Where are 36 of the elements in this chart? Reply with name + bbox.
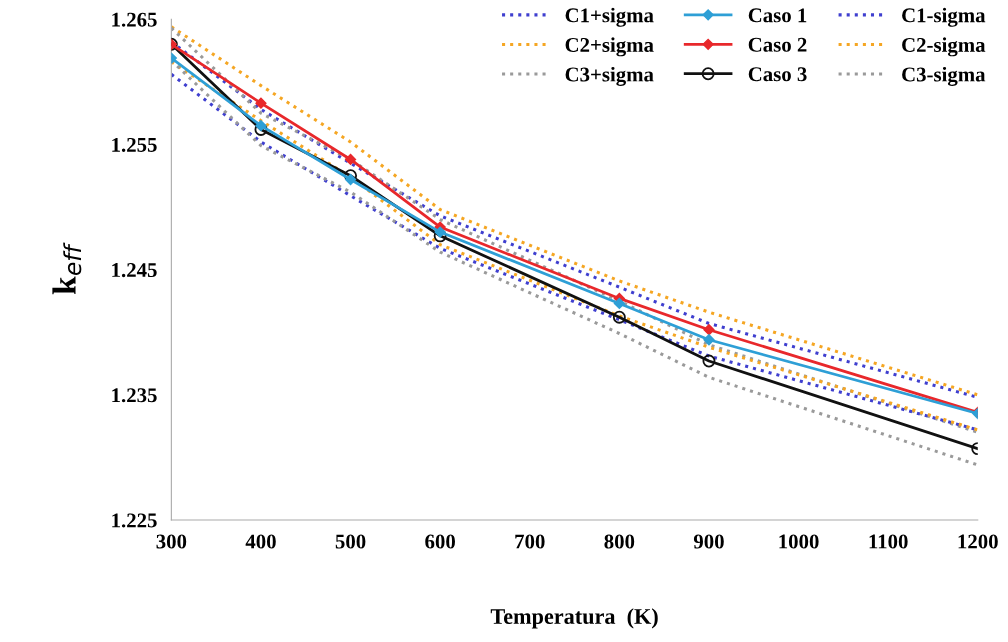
y-tick-label: 1.225 xyxy=(112,513,157,528)
x-tick-label: 1100 xyxy=(869,534,908,549)
point xyxy=(613,297,625,310)
x-tick-label: 1200 xyxy=(958,534,998,549)
x-tick-label: 400 xyxy=(245,534,276,549)
legend-label: Caso 2 xyxy=(748,37,807,52)
x-tick-label: 900 xyxy=(693,534,724,549)
x-axis-title: Temperatura (K) xyxy=(490,608,658,629)
point xyxy=(612,310,626,324)
point xyxy=(703,324,715,336)
y-tick-label: 1.235 xyxy=(112,388,157,403)
legend-label: C3+sigma xyxy=(565,66,654,86)
y-axis-title: k$_{eff}$ xyxy=(52,242,82,295)
point xyxy=(434,226,446,238)
legend-label: C1-sigma xyxy=(902,7,986,27)
y-tick-label: 1.255 xyxy=(112,137,157,152)
legend-label: Caso 3 xyxy=(748,67,807,82)
legend-label: C2+sigma xyxy=(565,37,654,57)
point xyxy=(344,153,357,166)
y-tick-label: 1.265 xyxy=(112,12,157,27)
point xyxy=(703,334,715,346)
point xyxy=(344,173,357,186)
x-tick-label: 600 xyxy=(425,534,455,549)
point xyxy=(702,354,716,368)
legend-label: Caso 1 xyxy=(748,8,807,23)
legend-label: C1+sigma xyxy=(565,7,654,27)
legend-label: C2-sigma xyxy=(902,37,986,57)
point xyxy=(255,97,267,109)
x-tick-label: 300 xyxy=(156,534,187,549)
point xyxy=(255,120,267,132)
y-tick-label: 1.245 xyxy=(112,263,157,278)
x-tick-label: 800 xyxy=(604,534,635,549)
x-tick-label: 500 xyxy=(335,534,366,549)
x-tick-label: 700 xyxy=(515,534,545,549)
legend-label: C3-sigma xyxy=(902,66,986,86)
x-tick-label: 1000 xyxy=(779,534,819,549)
